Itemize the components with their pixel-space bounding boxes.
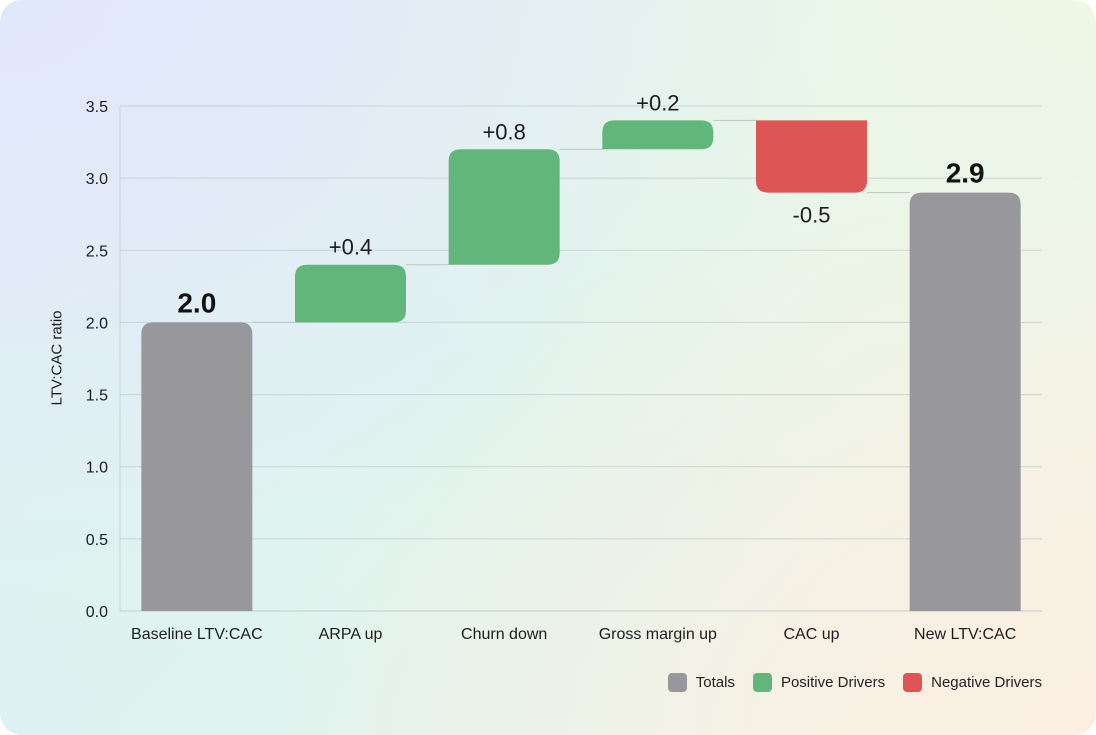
value-label: +0.8 [482, 119, 525, 144]
legend: Totals Positive Drivers Negative Drivers [667, 673, 1042, 692]
value-labels: 2.0 +0.4 +0.8 +0.2 -0.5 2.9 [177, 90, 984, 318]
y-axis-title: LTV:CAC ratio [48, 310, 66, 406]
y-tick-label: 1.5 [86, 388, 108, 405]
x-tick-label: ARPA up [319, 626, 383, 643]
x-tick-label: Baseline LTV:CAC [131, 626, 263, 643]
y-tick-label: 3.0 [86, 171, 108, 188]
connector-lines [252, 119, 910, 323]
bar-positive [448, 149, 560, 265]
x-tick-label: Churn down [461, 626, 547, 643]
legend-item-negative: Negative Drivers [903, 673, 1042, 692]
x-tick-label: CAC up [783, 626, 839, 643]
y-tick-label: 0.0 [86, 604, 108, 621]
bar-total [141, 322, 253, 611]
gridlines [119, 105, 1042, 612]
x-tick-label: Gross margin up [599, 626, 717, 643]
x-tick-label: New LTV:CAC [914, 626, 1016, 643]
legend-swatch-positive [752, 673, 772, 692]
legend-swatch-totals [667, 673, 687, 692]
bar-positive [295, 264, 406, 323]
y-tick-label: 3.5 [86, 99, 108, 116]
value-label: +0.2 [636, 90, 679, 115]
y-axis-ticks: 0.0 0.5 1.0 1.5 2.0 2.5 3.0 3.5 [86, 99, 108, 621]
value-label: -0.5 [793, 203, 831, 228]
legend-item-positive: Positive Drivers [752, 673, 886, 692]
x-axis-labels: Baseline LTV:CAC ARPA up Churn down Gross m… [131, 626, 1016, 643]
bar-total [909, 192, 1021, 612]
y-tick-label: 0.5 [86, 532, 108, 549]
value-label: +0.4 [329, 235, 372, 260]
legend-label: Totals [695, 674, 735, 691]
bar-positive [602, 120, 714, 150]
y-tick-label: 1.0 [86, 460, 108, 477]
value-label: 2.0 [177, 287, 216, 318]
value-label: 2.9 [946, 158, 985, 189]
y-tick-label: 2.0 [86, 315, 108, 332]
bars [141, 120, 1021, 612]
legend-swatch-negative [903, 673, 923, 692]
legend-item-totals: Totals [667, 673, 735, 692]
legend-label: Negative Drivers [931, 674, 1042, 691]
bar-negative [756, 120, 867, 193]
legend-label: Positive Drivers [780, 674, 886, 691]
y-tick-label: 2.5 [86, 243, 108, 260]
